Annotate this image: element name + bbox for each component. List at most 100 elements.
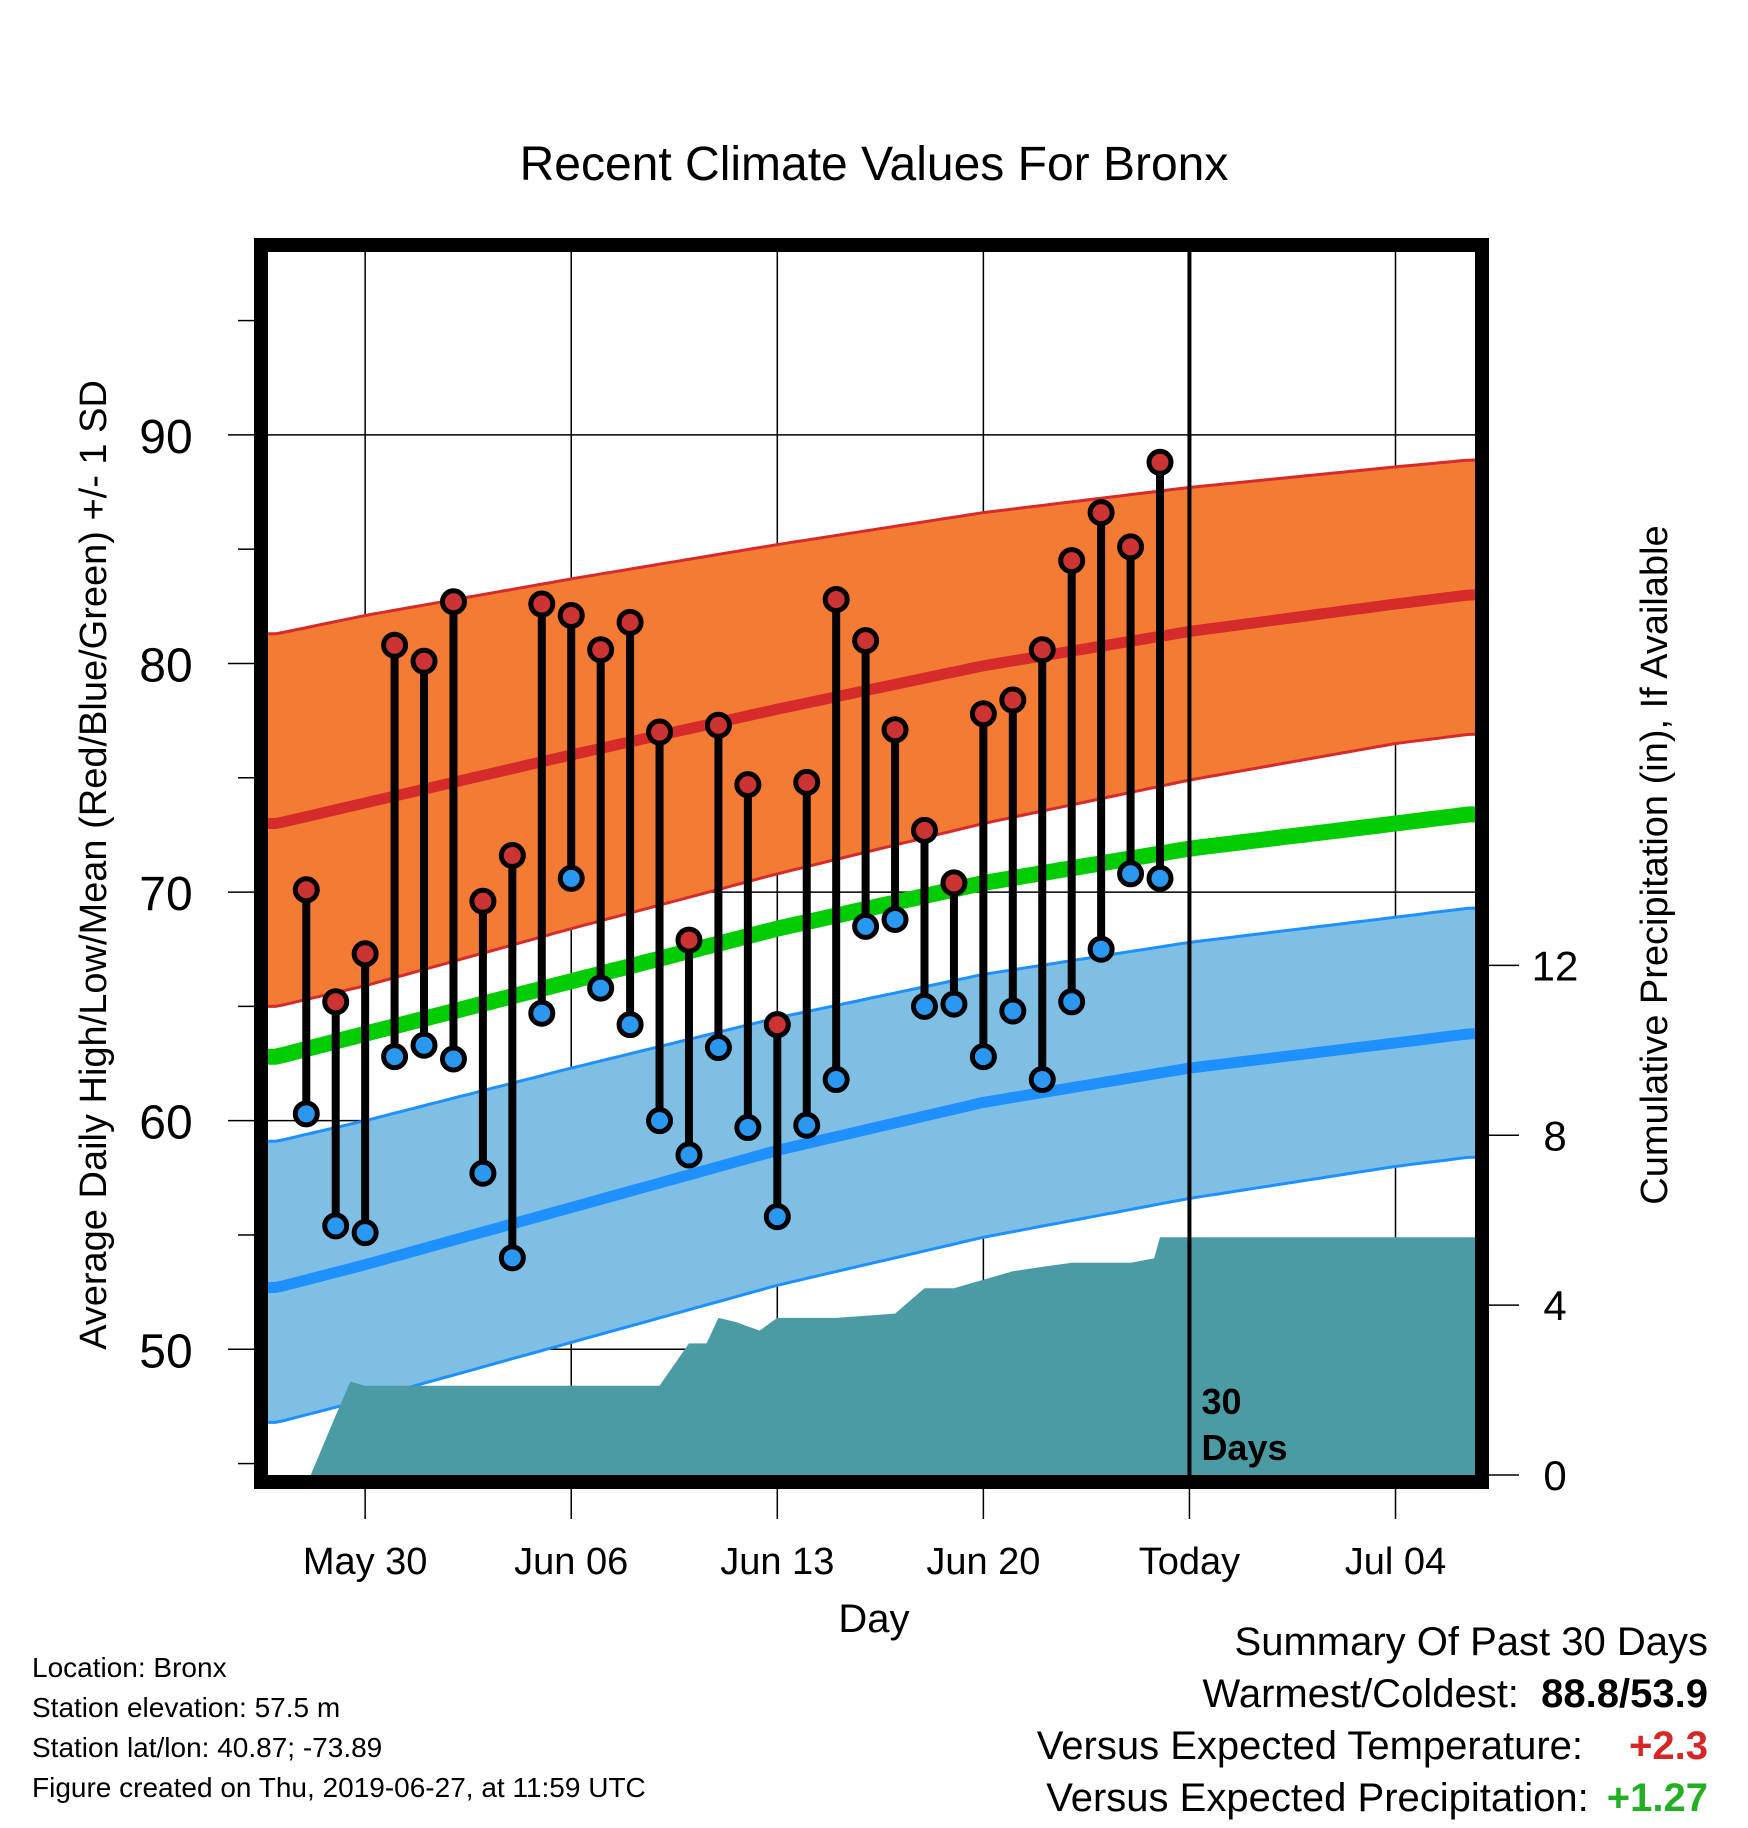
daily-high-point	[999, 686, 1027, 714]
summary-title-text: Summary Of Past 30 Days	[1234, 1620, 1708, 1664]
daily-high-point	[1058, 547, 1086, 575]
chart-title: Recent Climate Values For Bronx	[520, 138, 1229, 191]
daily-high-point	[587, 636, 615, 664]
x-axis-label: Day	[838, 1597, 909, 1641]
location-text: Location: Bronx	[32, 1652, 227, 1683]
daily-low-point	[351, 1219, 379, 1247]
summary-temp: Versus Expected Temperature: +2.3	[1037, 1726, 1708, 1766]
y2-axis-label: Cumulative Precipitation (in), If Availa…	[1634, 525, 1676, 1204]
x-tick-label: May 30	[303, 1541, 428, 1583]
daily-high-point	[498, 841, 526, 869]
daily-high-point	[646, 718, 674, 746]
daily-high-point	[793, 768, 821, 796]
temp-anomaly-value: +2.3	[1629, 1724, 1708, 1768]
high-upper-line	[268, 458, 1475, 636]
daily-high-point	[322, 988, 350, 1016]
daily-low-point	[881, 906, 909, 934]
daily-low-point	[1146, 864, 1174, 892]
daily-low-point	[498, 1244, 526, 1272]
y-tick-label: 70	[139, 868, 192, 921]
daily-mean-normal-line	[268, 806, 1475, 1065]
daily-high-point	[940, 869, 968, 897]
x-tick-label: Jun 20	[926, 1541, 1040, 1583]
coldest-value: 53.9	[1630, 1672, 1708, 1716]
daily-high-point	[381, 631, 409, 659]
daily-high-point	[1146, 448, 1174, 476]
x-tick-label: Jun 13	[720, 1541, 834, 1583]
summary-title: Summary Of Past 30 Days	[1235, 1622, 1708, 1662]
daily-low-point	[910, 992, 938, 1020]
daily-high-point	[852, 627, 880, 655]
y2-tick-label: 8	[1543, 1112, 1566, 1159]
daily-high-point	[616, 608, 644, 636]
daily-low-point	[793, 1111, 821, 1139]
daily-high-point	[969, 700, 997, 728]
daily-high-point	[675, 926, 703, 954]
daily-low-point	[528, 999, 556, 1027]
daily-low-point	[381, 1043, 409, 1071]
daily-high-point	[469, 887, 497, 915]
x-tick-label: Jul 04	[1345, 1541, 1446, 1583]
daily-high-point	[410, 647, 438, 675]
y-tick-label: 50	[139, 1325, 192, 1378]
daily-low-point	[763, 1203, 791, 1231]
today-label-line1: 30	[1201, 1381, 1241, 1422]
daily-low-point	[587, 974, 615, 1002]
daily-low-point	[616, 1011, 644, 1039]
daily-high-point	[910, 816, 938, 844]
daily-low-point	[1058, 988, 1086, 1016]
daily-high-point	[734, 771, 762, 799]
high-lower-line	[268, 732, 1475, 1008]
daily-low-point	[322, 1212, 350, 1240]
temp-label: Versus Expected Temperature:	[1036, 1724, 1584, 1768]
daily-high-point	[1117, 533, 1145, 561]
daily-high-point	[1028, 636, 1056, 664]
daily-high-point	[704, 711, 732, 739]
daily-high-point	[351, 940, 379, 968]
daily-high-point	[292, 876, 320, 904]
daily-high-point	[528, 590, 556, 618]
daily-high-point	[1087, 499, 1115, 527]
low-upper-line	[268, 906, 1475, 1143]
low-sd-band	[268, 908, 1475, 1423]
y-tick-label: 60	[139, 1097, 192, 1150]
daily-low-point	[292, 1100, 320, 1128]
daily-high-point	[881, 716, 909, 744]
low-lower-line	[268, 1155, 1475, 1424]
daily-low-point	[646, 1107, 674, 1135]
summary-precip: Versus Expected Precipitation: +1.27	[1046, 1778, 1708, 1818]
daily-high-point	[763, 1011, 791, 1039]
cumulative-precip-area	[310, 1237, 1475, 1475]
created-text: Figure created on Thu, 2019-06-27, at 11…	[32, 1772, 646, 1803]
low-normal-line	[268, 1028, 1475, 1293]
daily-low-point	[1117, 860, 1145, 888]
x-tick-label: Today	[1139, 1541, 1240, 1583]
daily-low-point	[822, 1066, 850, 1094]
daily-low-point	[969, 1043, 997, 1071]
daily-low-point	[469, 1159, 497, 1187]
daily-low-point	[999, 997, 1027, 1025]
warmest-value: 88.8	[1541, 1672, 1620, 1716]
precip-label: Versus Expected Precipitation:	[1046, 1776, 1589, 1820]
daily-low-point	[940, 990, 968, 1018]
latlon-text: Station lat/lon: 40.87; -73.89	[32, 1732, 383, 1763]
y-tick-label: 90	[139, 411, 192, 464]
plot-area: 30 Days 50 60 70 80 90 0 4 8 12 May 30 Jun 06 Jun 13 J…	[139, 238, 1579, 1583]
daily-low-point	[439, 1045, 467, 1073]
daily-low-point	[1087, 935, 1115, 963]
high-normal-line	[268, 589, 1475, 829]
today-label-line2: Days	[1201, 1427, 1287, 1468]
daily-high-point	[557, 601, 585, 629]
plot-frame	[254, 238, 1489, 1489]
daily-low-point	[1028, 1066, 1056, 1094]
y2-tick-label: 12	[1532, 942, 1579, 989]
daily-low-point	[734, 1114, 762, 1142]
daily-low-point	[410, 1031, 438, 1059]
y-tick-label: 80	[139, 639, 192, 692]
y-axis-label: Average Daily High/Low/Mean (Red/Blue/Gr…	[73, 380, 115, 1350]
daily-low-point	[557, 864, 585, 892]
precip-anomaly-value: +1.27	[1606, 1776, 1708, 1820]
daily-low-point	[704, 1034, 732, 1062]
elevation-text: Station elevation: 57.5 m	[32, 1692, 341, 1723]
